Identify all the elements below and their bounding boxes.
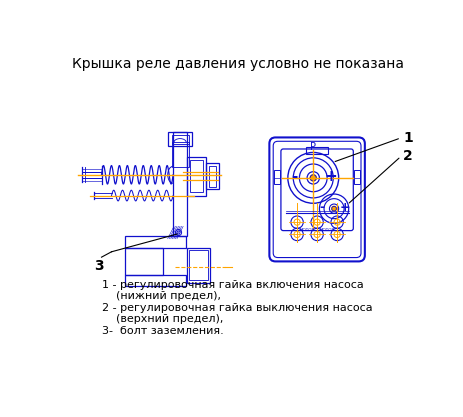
Text: 1: 1: [402, 131, 412, 145]
Text: +: +: [324, 169, 337, 184]
Text: -: -: [290, 169, 297, 184]
Text: 2: 2: [402, 149, 412, 163]
Text: (нижний предел),: (нижний предел),: [101, 291, 220, 301]
Bar: [206, 163, 218, 189]
Text: 1 - регулировочная гайка включения насоса: 1 - регулировочная гайка включения насос…: [101, 280, 363, 290]
Text: -: -: [319, 201, 324, 214]
Bar: [208, 166, 216, 187]
Bar: [273, 170, 280, 184]
Text: 3: 3: [94, 259, 104, 273]
Bar: [125, 275, 186, 286]
Bar: [306, 148, 327, 153]
Bar: [187, 157, 206, 196]
Bar: [125, 236, 186, 248]
Bar: [187, 248, 210, 283]
Circle shape: [331, 206, 336, 211]
Bar: [173, 133, 187, 236]
Circle shape: [309, 175, 316, 181]
Text: MOTOR: MOTOR: [319, 228, 334, 232]
Bar: [190, 160, 203, 193]
Text: 3-  болт заземления.: 3- болт заземления.: [101, 327, 223, 337]
Text: MOTOR: MOTOR: [299, 228, 314, 232]
Text: +: +: [339, 201, 350, 214]
Bar: [353, 170, 359, 184]
Text: Крышка реле давления условно не показана: Крышка реле давления условно не показана: [72, 57, 403, 71]
Text: (верхний предел),: (верхний предел),: [101, 314, 222, 324]
Text: 2 - регулировочная гайка выключения насоса: 2 - регулировочная гайка выключения насо…: [101, 304, 371, 313]
Bar: [171, 143, 188, 167]
Bar: [189, 250, 207, 280]
Bar: [125, 248, 163, 275]
Text: P: P: [310, 142, 316, 152]
Bar: [171, 135, 188, 144]
Bar: [168, 133, 191, 146]
